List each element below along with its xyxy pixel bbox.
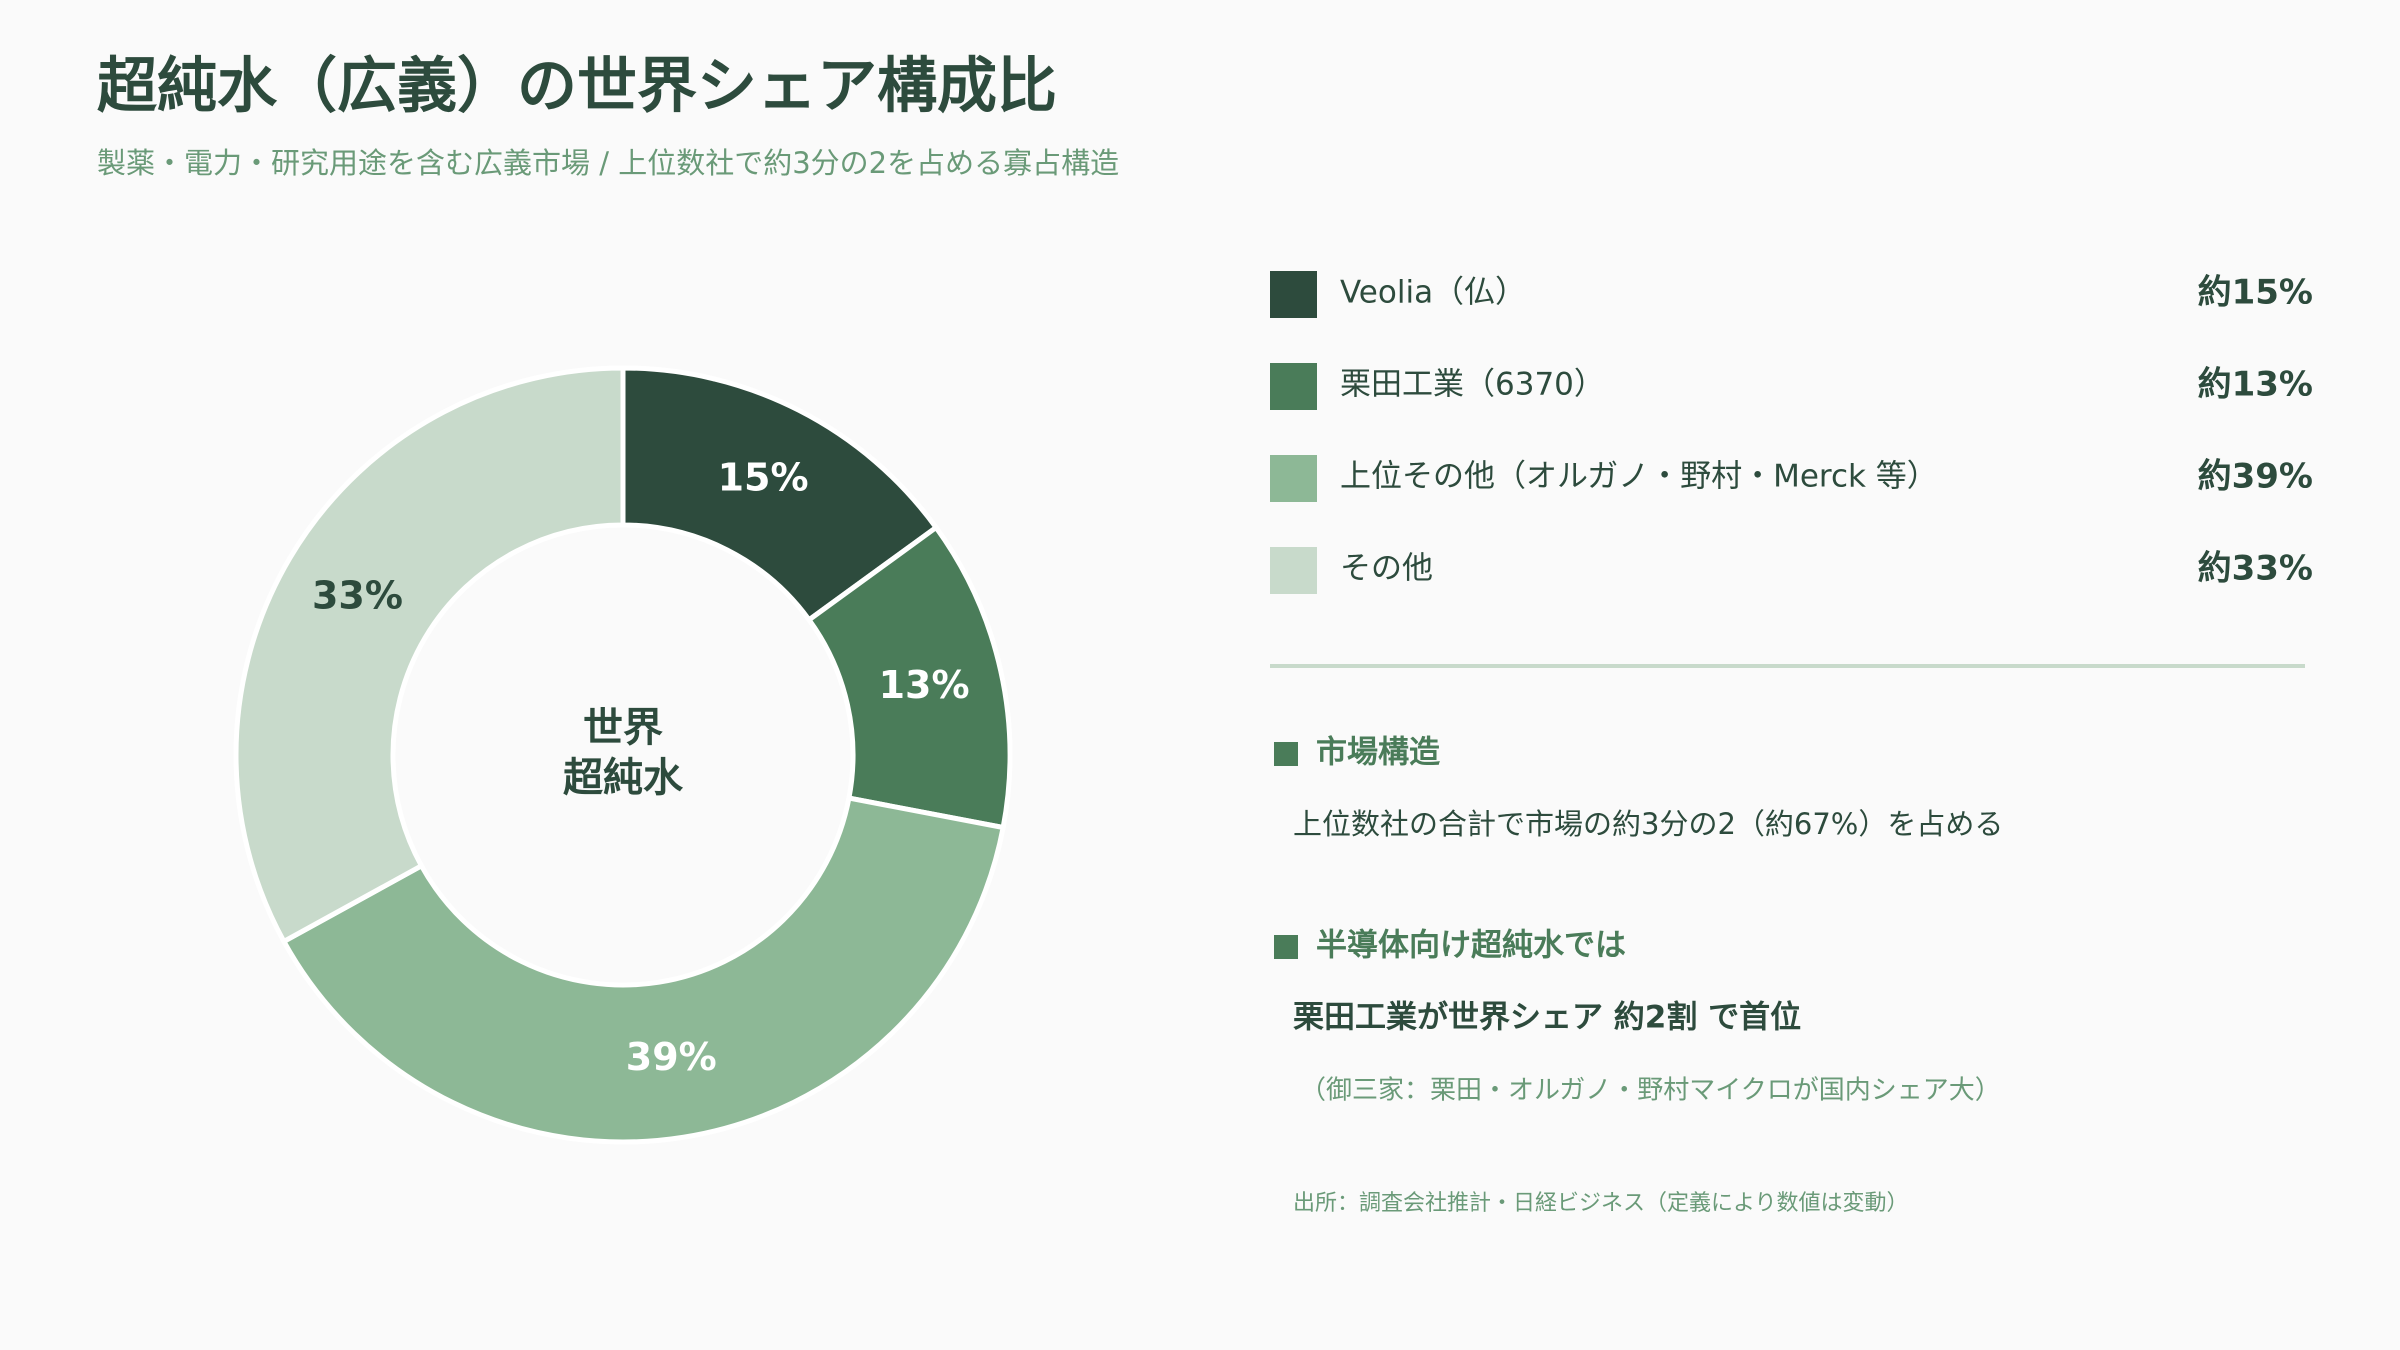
legend-label: 上位その他（オルガノ・野村・Merck 等） xyxy=(1340,459,1938,495)
slice xyxy=(620,365,940,624)
slice-label: 13% xyxy=(879,663,970,707)
legend-label: 栗田工業（6370） xyxy=(1340,367,1605,403)
legend-swatch xyxy=(1270,363,1317,410)
slice-label: 15% xyxy=(718,456,809,500)
chart-subtitle: 製薬・電力・研究用途を含む広義市場 / 上位数社で約3分の2を占める寡占構造 xyxy=(97,146,1119,180)
source: 出所：調査会社推計・日経ビジネス（定義により数値は変動） xyxy=(1293,1191,1909,1216)
note-bullet xyxy=(1274,935,1298,959)
center-label: 世界 xyxy=(583,705,663,751)
slice xyxy=(280,795,1007,1145)
legend-value: 約39% xyxy=(2198,457,2313,497)
legend-label: その他 xyxy=(1340,551,1433,587)
note-bullet xyxy=(1274,742,1298,766)
legend: Veolia（仏） 約15% 栗田工業（6370） 約13% 上位その他（オルガノ・野村… xyxy=(1270,271,2313,594)
center-label: 超純水 xyxy=(563,755,684,801)
slice-label: 39% xyxy=(626,1035,717,1079)
legend-swatch xyxy=(1270,271,1317,318)
legend-value: 約13% xyxy=(2198,365,2313,405)
note-heading: 半導体向け超純水では xyxy=(1316,928,1626,964)
legend-swatch xyxy=(1270,547,1317,594)
legend-label: Veolia（仏） xyxy=(1340,275,1526,311)
note-heading: 市場構造 xyxy=(1316,735,1440,771)
slice-label: 33% xyxy=(312,573,403,617)
legend-swatch xyxy=(1270,455,1317,502)
note-detail: （御三家：栗田・オルガノ・野村マイクロが国内シェア大） xyxy=(1300,1076,2001,1106)
legend-value: 約33% xyxy=(2198,549,2313,589)
note-body: 栗田工業が世界シェア 約2割 で首位 xyxy=(1293,1000,1801,1036)
slice xyxy=(233,365,626,945)
legend-value: 約15% xyxy=(2198,273,2313,313)
notes: 市場構造上位数社の合計で市場の約3分の2（約67%）を占める半導体向け超純水では… xyxy=(1274,735,2003,1106)
note-body: 上位数社の合計で市場の約3分の2（約67%）を占める xyxy=(1293,807,2003,841)
chart-title: 超純水（広義）の世界シェア構成比 xyxy=(97,52,1057,122)
slice xyxy=(805,524,1013,831)
